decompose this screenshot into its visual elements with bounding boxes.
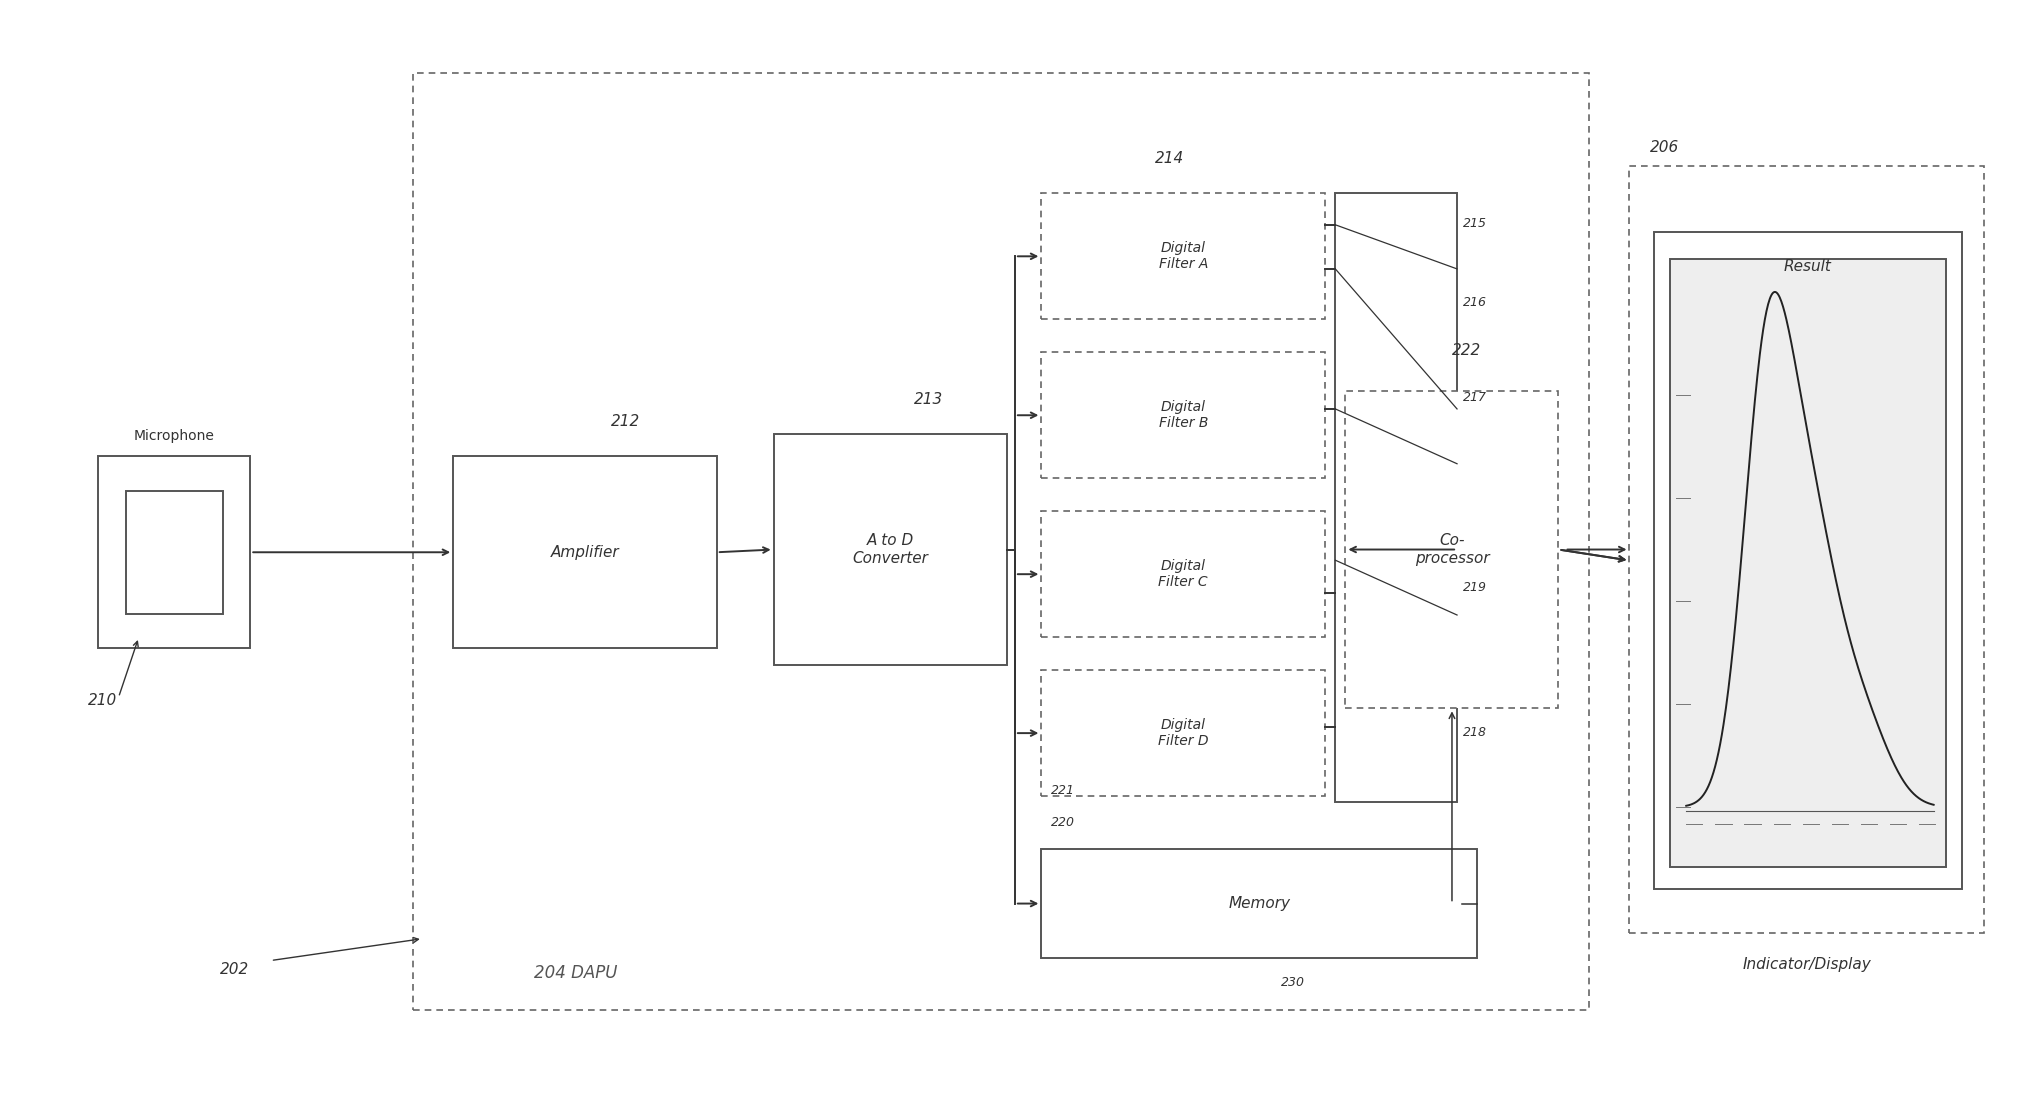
Text: Co-
processor: Co- processor — [1415, 533, 1489, 566]
Text: 210: 210 — [88, 694, 116, 708]
Text: Digital
Filter D: Digital Filter D — [1158, 718, 1209, 748]
Text: Digital
Filter A: Digital Filter A — [1158, 241, 1209, 272]
Text: 216: 216 — [1464, 296, 1487, 310]
Text: 204 DAPU: 204 DAPU — [535, 965, 617, 982]
FancyBboxPatch shape — [1654, 232, 1962, 889]
Text: 213: 213 — [913, 392, 943, 407]
Text: A to D
Converter: A to D Converter — [852, 533, 929, 566]
Text: 212: 212 — [611, 414, 641, 428]
Text: Digital
Filter B: Digital Filter B — [1158, 400, 1209, 431]
FancyBboxPatch shape — [1346, 391, 1558, 708]
Text: 217: 217 — [1464, 392, 1487, 404]
Text: 222: 222 — [1452, 343, 1480, 357]
Text: 220: 220 — [1052, 816, 1076, 829]
Text: 230: 230 — [1280, 976, 1305, 989]
Text: Indicator/Display: Indicator/Display — [1742, 957, 1870, 971]
Text: 219: 219 — [1464, 582, 1487, 594]
Text: Result: Result — [1785, 259, 1832, 274]
Text: 218: 218 — [1464, 726, 1487, 739]
Text: 221: 221 — [1052, 785, 1076, 797]
Text: 214: 214 — [1156, 151, 1184, 165]
FancyBboxPatch shape — [1670, 259, 1946, 867]
FancyBboxPatch shape — [453, 456, 717, 648]
Text: 206: 206 — [1650, 140, 1679, 155]
Text: Memory: Memory — [1229, 896, 1291, 911]
Text: Digital
Filter C: Digital Filter C — [1158, 559, 1209, 589]
FancyBboxPatch shape — [98, 456, 251, 648]
Text: Amplifier: Amplifier — [551, 545, 619, 559]
FancyBboxPatch shape — [774, 434, 1007, 665]
FancyBboxPatch shape — [127, 491, 223, 614]
Text: 215: 215 — [1464, 218, 1487, 231]
FancyBboxPatch shape — [1041, 849, 1476, 958]
Text: 202: 202 — [221, 962, 249, 977]
FancyBboxPatch shape — [1335, 193, 1458, 801]
Text: Microphone: Microphone — [135, 430, 214, 443]
